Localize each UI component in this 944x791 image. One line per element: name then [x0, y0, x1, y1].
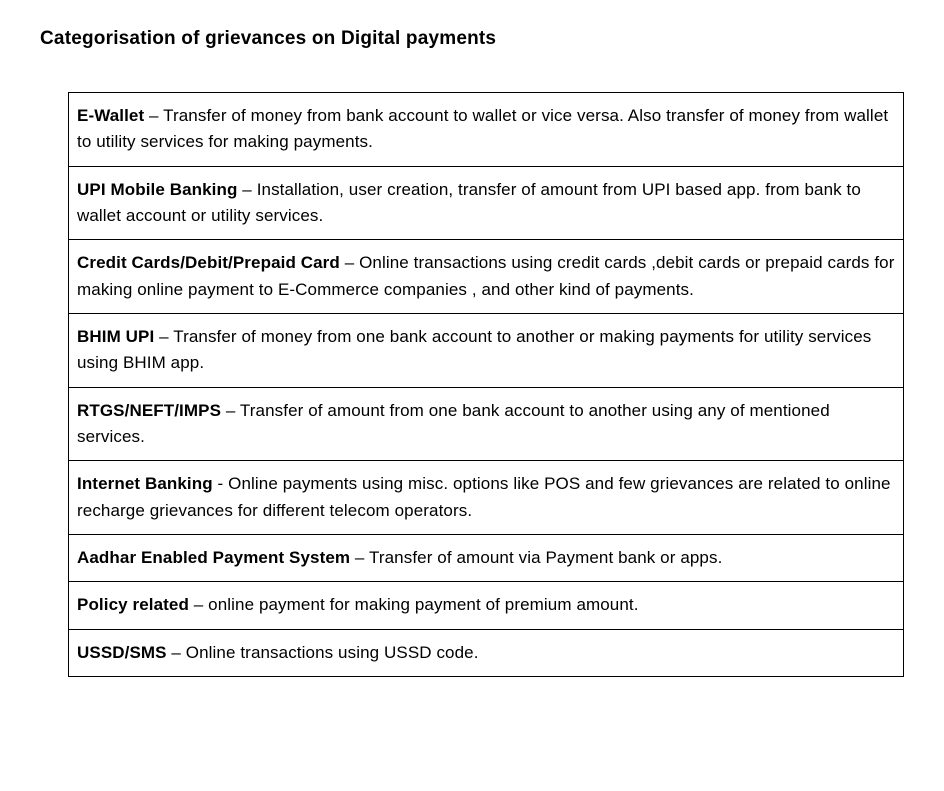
table-row: Credit Cards/Debit/Prepaid Card – Online…	[69, 240, 904, 314]
category-table: E-Wallet – Transfer of money from bank a…	[68, 92, 904, 677]
table-row: USSD/SMS – Online transactions using USS…	[69, 629, 904, 676]
category-separator: –	[340, 253, 359, 272]
category-term: Policy related	[77, 595, 189, 614]
category-desc: Transfer of money from one bank account …	[77, 327, 871, 372]
category-term: Internet Banking	[77, 474, 213, 493]
category-separator: –	[189, 595, 208, 614]
category-separator: -	[213, 474, 228, 493]
category-term: Credit Cards/Debit/Prepaid Card	[77, 253, 340, 272]
category-cell: BHIM UPI – Transfer of money from one ba…	[69, 314, 904, 388]
category-term: BHIM UPI	[77, 327, 154, 346]
category-term: E-Wallet	[77, 106, 144, 125]
category-term: UPI Mobile Banking	[77, 180, 237, 199]
table-row: UPI Mobile Banking – Installation, user …	[69, 166, 904, 240]
category-term: USSD/SMS	[77, 643, 167, 662]
category-desc: Online transactions using USSD code.	[186, 643, 479, 662]
category-cell: Policy related – online payment for maki…	[69, 582, 904, 629]
category-cell: E-Wallet – Transfer of money from bank a…	[69, 93, 904, 167]
category-separator: –	[237, 180, 256, 199]
category-cell: USSD/SMS – Online transactions using USS…	[69, 629, 904, 676]
category-desc: Transfer of amount via Payment bank or a…	[369, 548, 722, 567]
page-title: Categorisation of grievances on Digital …	[40, 28, 914, 50]
category-term: Aadhar Enabled Payment System	[77, 548, 350, 567]
category-cell: RTGS/NEFT/IMPS – Transfer of amount from…	[69, 387, 904, 461]
table-row: RTGS/NEFT/IMPS – Transfer of amount from…	[69, 387, 904, 461]
category-separator: –	[221, 401, 240, 420]
table-row: Aadhar Enabled Payment System – Transfer…	[69, 535, 904, 582]
category-separator: –	[167, 643, 186, 662]
category-cell: UPI Mobile Banking – Installation, user …	[69, 166, 904, 240]
category-cell: Internet Banking - Online payments using…	[69, 461, 904, 535]
table-row: E-Wallet – Transfer of money from bank a…	[69, 93, 904, 167]
table-row: Internet Banking - Online payments using…	[69, 461, 904, 535]
table-row: Policy related – online payment for maki…	[69, 582, 904, 629]
category-separator: –	[154, 327, 173, 346]
category-desc: Transfer of money from bank account to w…	[77, 106, 888, 151]
table-row: BHIM UPI – Transfer of money from one ba…	[69, 314, 904, 388]
category-cell: Aadhar Enabled Payment System – Transfer…	[69, 535, 904, 582]
category-separator: –	[350, 548, 369, 567]
category-desc: online payment for making payment of pre…	[208, 595, 638, 614]
category-cell: Credit Cards/Debit/Prepaid Card – Online…	[69, 240, 904, 314]
category-separator: –	[144, 106, 163, 125]
category-term: RTGS/NEFT/IMPS	[77, 401, 221, 420]
